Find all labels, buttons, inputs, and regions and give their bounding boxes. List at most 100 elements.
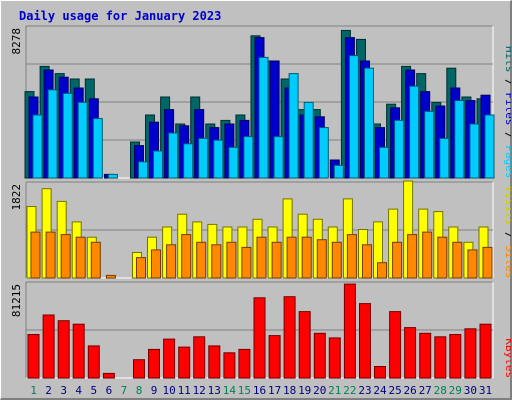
- bar-pages-day-5: [92, 118, 103, 179]
- x-tick-label: 13: [208, 384, 221, 397]
- x-tick-label: 7: [121, 384, 128, 397]
- bar-kbytes-day-6: [102, 372, 115, 379]
- x-tick-label: 10: [162, 384, 175, 397]
- bar-sites-day-27: [422, 231, 433, 279]
- x-tick-label: 23: [358, 384, 371, 397]
- bar-pages-day-4: [77, 101, 88, 179]
- x-tick-label: 17: [268, 384, 281, 397]
- x-tick-label: 14: [223, 384, 237, 397]
- bar-sites-day-12: [196, 241, 207, 279]
- x-tick-label: 22: [343, 384, 356, 397]
- bar-kbytes-day-30: [464, 328, 477, 379]
- bar-kbytes-day-13: [208, 345, 221, 379]
- bar-kbytes-day-10: [163, 338, 176, 379]
- bar-sites-day-11: [181, 234, 192, 279]
- legend-: /: [503, 73, 511, 93]
- bar-pages-day-15: [243, 136, 254, 179]
- bar-sites-day-15: [241, 246, 252, 279]
- bar-kbytes-day-17: [268, 335, 281, 379]
- bar-sites-day-26: [407, 234, 418, 279]
- bar-pages-day-9: [153, 150, 163, 179]
- panel-1: 8278 Hits / Files / Pages: [10, 25, 511, 179]
- bar-pages-day-16: [258, 56, 269, 179]
- bar-pages-day-31: [484, 114, 495, 179]
- x-tick-label: 2: [45, 384, 52, 397]
- bar-kbytes-day-3: [57, 320, 70, 379]
- bar-pages-day-24: [379, 146, 389, 179]
- bar-pages-day-10: [168, 132, 179, 179]
- bar-pages-day-18: [288, 73, 299, 179]
- bar-pages-day-14: [228, 146, 239, 179]
- x-tick-label: 19: [298, 384, 311, 397]
- bar-sites-day-14: [226, 241, 237, 279]
- bar-kbytes-day-26: [404, 327, 417, 379]
- bar-kbytes-day-9: [148, 348, 160, 379]
- bar-kbytes-day-15: [238, 348, 251, 379]
- bar-pages-day-12: [198, 137, 209, 179]
- x-tick-label: 31: [479, 384, 492, 397]
- bar-kbytes-day-20: [313, 332, 326, 379]
- bar-sites-day-2: [45, 231, 56, 279]
- x-tick-label: 27: [419, 384, 432, 397]
- bar-sites-day-31: [482, 246, 493, 279]
- bar-kbytes-day-25: [389, 311, 402, 379]
- bar-sites-day-1: [30, 231, 41, 279]
- bar-kbytes-day-23: [359, 303, 371, 379]
- bar-sites-day-29: [452, 241, 463, 279]
- x-tick-label: 3: [60, 384, 67, 397]
- bar-kbytes-day-16: [253, 297, 266, 379]
- panel-legend: Visits / Sites: [503, 186, 511, 279]
- legend-files: Files: [503, 92, 511, 125]
- bar-pages-day-30: [469, 123, 480, 179]
- bar-kbytes-day-8: [133, 359, 145, 379]
- bar-pages-day-23: [364, 67, 374, 179]
- bar-pages-day-2: [47, 89, 58, 179]
- bar-pages-day-29: [454, 100, 465, 179]
- bar-kbytes-day-2: [42, 314, 55, 379]
- bar-sites-day-17: [271, 241, 282, 279]
- bar-sites-day-9: [151, 249, 161, 279]
- x-tick-label: 9: [151, 384, 158, 397]
- x-tick-label: 21: [328, 384, 341, 397]
- legend-hits: Hits: [503, 46, 511, 73]
- legend-: /: [503, 225, 511, 245]
- bar-sites-day-18: [286, 236, 297, 279]
- x-axis-labels: 1 2 3 4 5 6 7 8 9 10 11 12 13 14 15 16 17 18 19 20 21 22 23 24 2…: [30, 384, 492, 397]
- panel-max-label: 1822: [10, 184, 23, 211]
- bar-kbytes-day-11: [178, 346, 191, 379]
- bar-sites-day-20: [316, 239, 327, 279]
- bar-pages-day-25: [394, 119, 405, 179]
- x-tick-label: 8: [136, 384, 143, 397]
- bar-sites-day-23: [362, 244, 372, 279]
- bar-kbytes-day-22: [343, 283, 356, 379]
- x-tick-label: 28: [434, 384, 447, 397]
- bar-pages-day-17: [273, 136, 284, 179]
- bar-pages-day-3: [62, 92, 73, 179]
- bar-sites-day-21: [331, 241, 342, 279]
- x-tick-label: 26: [403, 384, 416, 397]
- legend-: /: [503, 126, 511, 146]
- bar-pages-day-20: [318, 127, 329, 179]
- bar-pages-day-26: [409, 85, 420, 179]
- panel-2: 1822 Visits / Sites: [10, 180, 511, 279]
- x-tick-label: 30: [464, 384, 477, 397]
- x-tick-label: 12: [193, 384, 206, 397]
- bar-sites-day-10: [166, 244, 177, 279]
- bar-sites-day-4: [75, 236, 86, 279]
- x-tick-label: 24: [373, 384, 387, 397]
- bar-kbytes-day-12: [193, 336, 206, 379]
- bar-kbytes-day-29: [449, 334, 462, 379]
- bar-kbytes-day-27: [419, 332, 432, 379]
- x-tick-label: 25: [388, 384, 401, 397]
- x-tick-label: 1: [30, 384, 37, 397]
- bar-pages-day-1: [32, 114, 43, 179]
- bar-sites-day-28: [437, 236, 448, 279]
- panel-legend: Hits / Files / Pages: [503, 46, 511, 179]
- panel-max-label: 81215: [10, 284, 23, 317]
- bar-pages-day-8: [138, 161, 148, 179]
- bar-kbytes-day-18: [283, 296, 296, 379]
- legend-kbytes: KBytes: [503, 338, 511, 378]
- bar-kbytes-day-24: [374, 366, 386, 379]
- bar-sites-day-30: [467, 249, 478, 279]
